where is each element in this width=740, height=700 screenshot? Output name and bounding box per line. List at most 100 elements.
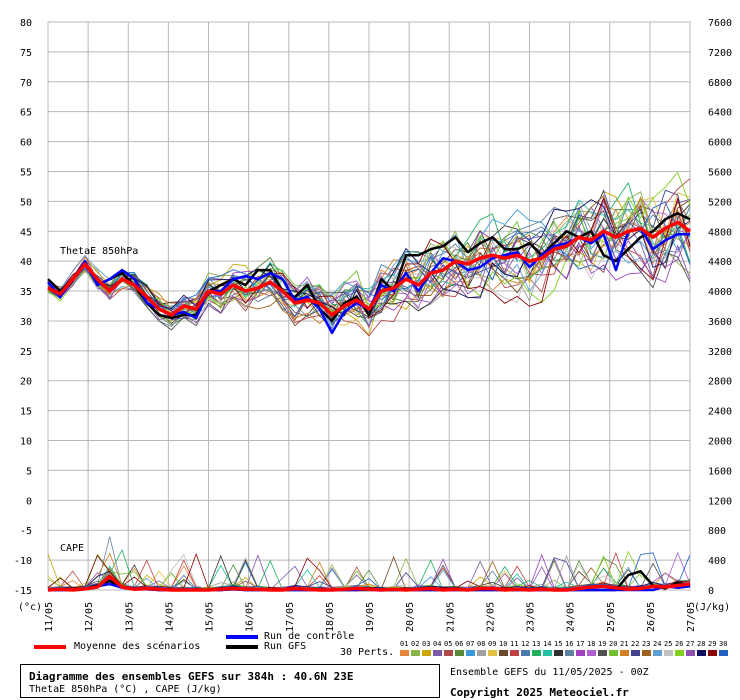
pert-swatch <box>708 650 717 656</box>
pert-swatch <box>433 650 442 656</box>
pert-swatch <box>587 650 596 656</box>
legend-gfs-swatch <box>226 645 258 649</box>
footer-subtitle: ThetaE 850hPa (°C) , CAPE (J/kg) <box>29 684 222 695</box>
pert-swatch <box>620 650 629 656</box>
x-tick-label: 22/05 <box>485 602 496 632</box>
pert-number: 02 <box>411 640 420 648</box>
pert-number: 19 <box>598 640 607 648</box>
legend-mean-swatch <box>34 645 66 649</box>
pert-number: 11 <box>510 640 519 648</box>
x-tick-label: 20/05 <box>405 602 416 632</box>
pert-number: 22 <box>631 640 640 648</box>
pert-number: 08 <box>477 640 486 648</box>
pert-thetae-line <box>47 226 691 329</box>
pert-number: 14 <box>543 640 552 648</box>
pert-swatch <box>510 650 519 656</box>
pert-swatch <box>543 650 552 656</box>
x-tick-label: 18/05 <box>325 602 336 632</box>
x-tick-label: 25/05 <box>606 602 617 632</box>
pert-swatch <box>400 650 409 656</box>
pert-swatch <box>455 650 464 656</box>
y-right-tick-label: 2400 <box>708 407 732 418</box>
x-tick-label: 21/05 <box>445 602 456 632</box>
pert-swatch <box>499 650 508 656</box>
y-left-tick-label: 5 <box>26 466 32 477</box>
pert-swatch <box>576 650 585 656</box>
pert-swatch <box>609 650 618 656</box>
y-left-tick-label: 70 <box>20 78 32 89</box>
pert-number: 25 <box>664 640 673 648</box>
y-right-tick-label: 2800 <box>708 377 732 388</box>
y-left-tick-label: 40 <box>20 257 32 268</box>
y-left-tick-label: 80 <box>20 18 32 29</box>
y-right-tick-label: 6800 <box>708 78 732 89</box>
x-tick-label: 17/05 <box>285 602 296 632</box>
y-right-tick-label: 4800 <box>708 227 732 238</box>
y-right-tick-label: 7600 <box>708 18 732 29</box>
y-right-tick-label: 0 <box>708 586 714 597</box>
pert-number: 12 <box>521 640 530 648</box>
right-unit-label: (J/kg) <box>694 602 730 613</box>
pert-number: 03 <box>422 640 431 648</box>
pert-swatch <box>488 650 497 656</box>
pert-swatch <box>653 650 662 656</box>
y-right-tick-label: 6000 <box>708 138 732 149</box>
x-tick-label: 15/05 <box>205 602 216 632</box>
pert-number: 24 <box>653 640 662 648</box>
y-left-tick-label: 75 <box>20 48 32 59</box>
x-tick-label: 14/05 <box>164 602 175 632</box>
pert-number: 15 <box>554 640 563 648</box>
pert-number: 07 <box>466 640 475 648</box>
y-left-tick-label: 60 <box>20 138 32 149</box>
legend-gfs-label: Run GFS <box>264 641 307 652</box>
x-tick-label: 23/05 <box>526 602 537 632</box>
pert-swatch <box>521 650 530 656</box>
pert-swatch <box>565 650 574 656</box>
y-right-tick-label: 6400 <box>708 108 732 119</box>
pert-number: 23 <box>642 640 651 648</box>
x-tick-label: 11/05 <box>44 602 55 632</box>
pert-number: 20 <box>609 640 618 648</box>
main-lines <box>47 212 692 592</box>
cape-label: CAPE <box>60 543 84 554</box>
y-right-tick-label: 1600 <box>708 466 732 477</box>
y-right-tick-label: 7200 <box>708 48 732 59</box>
run-info: Ensemble GEFS du 11/05/2025 - 00Z <box>450 667 649 678</box>
cape-mean-line <box>47 574 691 592</box>
pert-swatch <box>598 650 607 656</box>
pert-number: 27 <box>686 640 695 648</box>
y-left-tick-label: 15 <box>20 407 32 418</box>
y-left-tick-label: 30 <box>20 317 32 328</box>
pert-swatch <box>554 650 563 656</box>
y-right-tick-label: 4000 <box>708 287 732 298</box>
pert-swatch <box>411 650 420 656</box>
pert-thetae-line <box>47 201 691 326</box>
pert-number: 29 <box>708 640 717 648</box>
y-left-tick-label: 50 <box>20 197 32 208</box>
y-right-tick-label: 2000 <box>708 437 732 448</box>
y-right-tick-label: 400 <box>708 556 726 567</box>
pert-swatch <box>444 650 453 656</box>
pert-number: 30 <box>719 640 728 648</box>
pert-swatch <box>719 650 728 656</box>
pert-swatch <box>532 650 541 656</box>
y-left-tick-label: 65 <box>20 108 32 119</box>
legend-mean-label: Moyenne des scénarios <box>74 641 201 652</box>
pert-number: 05 <box>444 640 453 648</box>
y-left-tick-label: 35 <box>20 287 32 298</box>
y-right-tick-label: 5200 <box>708 197 732 208</box>
x-tick-label: 12/05 <box>84 602 95 632</box>
left-unit-label: (°c) <box>18 602 42 613</box>
pert-swatch <box>664 650 673 656</box>
pert-swatch <box>422 650 431 656</box>
x-tick-label: 13/05 <box>124 602 135 632</box>
y-right-tick-label: 1200 <box>708 496 732 507</box>
thetae-label: ThetaE 850hPa <box>60 246 138 257</box>
copyright: Copyright 2025 Meteociel.fr <box>450 686 629 699</box>
x-tick-label: 26/05 <box>646 602 657 632</box>
pert-swatch <box>642 650 651 656</box>
legend-perts-label: 30 Perts. <box>340 647 395 658</box>
pert-swatch <box>631 650 640 656</box>
thetae-mean-line <box>47 220 692 317</box>
pert-swatch <box>697 650 706 656</box>
